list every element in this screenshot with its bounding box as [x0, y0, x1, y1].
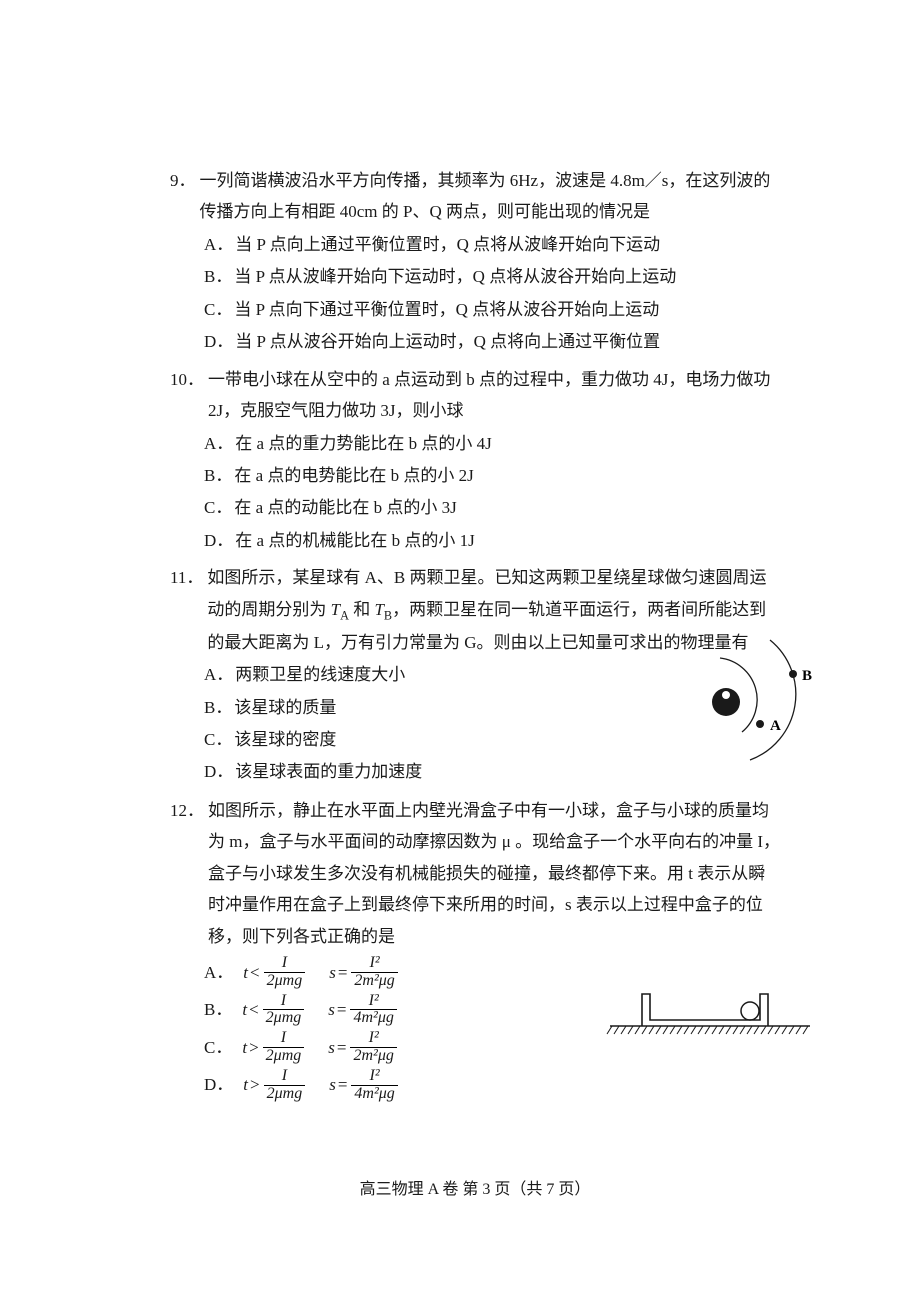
question-12: 12． 如图所示，静止在水平面上内壁光滑盒子中有一小球，盒子与小球的质量均为 m…: [170, 795, 780, 1106]
option-b: B． 当 P 点从波峰开始向下运动时，Q 点将从波谷开始向上运动: [204, 261, 780, 292]
option-label: C．: [204, 1032, 242, 1063]
option-label: B．: [204, 460, 234, 491]
option-text: 当 P 点从波峰开始向下运动时，Q 点将从波谷开始向上运动: [234, 261, 780, 292]
question-10-options: A． 在 a 点的重力势能比在 b 点的小 4J B． 在 a 点的电势能比在 …: [170, 428, 780, 557]
option-label: B．: [204, 261, 234, 292]
option-text: 当 P 点向下通过平衡位置时，Q 点将从波谷开始向上运动: [234, 294, 780, 325]
sub-B: B: [384, 608, 392, 622]
question-number: 9．: [170, 165, 200, 228]
stem-part: 和: [349, 600, 375, 619]
s-expression: s=I²2m²μg: [329, 955, 400, 990]
question-11: 11． 如图所示，某星球有 A、B 两颗卫星。已知这两颗卫星绕星球做匀速圆周运动…: [170, 562, 780, 789]
s-expression: s=I²4m²μg: [329, 1068, 400, 1103]
option-text: 当 P 点向上通过平衡位置时，Q 点将从波峰开始向下运动: [235, 229, 780, 260]
option-b: B． 在 a 点的电势能比在 b 点的小 2J: [204, 460, 780, 491]
t-expression: t>I2μmg: [242, 1030, 306, 1065]
option-label: A．: [204, 229, 235, 260]
option-label: D．: [204, 756, 235, 787]
option-text: 该星球的密度: [234, 724, 680, 755]
option-b: B． 该星球的质量: [204, 692, 680, 723]
question-text: 一带电小球在从空中的 a 点运动到 b 点的过程中，重力做功 4J，电场力做功 …: [208, 364, 780, 427]
option: A．t<I2μmg s=I²2m²μg: [204, 955, 600, 990]
option-text: 当 P 点从波谷开始向上运动时，Q 点将向上通过平衡位置: [235, 326, 780, 357]
exam-page: 9． 一列简谐横波沿水平方向传播，其频率为 6Hz，波速是 4.8m／s，在这列…: [0, 0, 920, 1265]
option-d: D． 在 a 点的机械能比在 b 点的小 1J: [204, 525, 780, 556]
option: B．t<I2μmg s=I²4m²μg: [204, 993, 600, 1028]
option-label: B．: [204, 994, 242, 1025]
option-text: 该星球的质量: [234, 692, 680, 723]
option-text: 在 a 点的机械能比在 b 点的小 1J: [235, 525, 780, 556]
option-label: C．: [204, 724, 234, 755]
var-T: T: [331, 600, 340, 619]
page-footer: 高三物理 A 卷 第 3 页（共 7 页）: [170, 1175, 780, 1205]
var-T: T: [374, 600, 383, 619]
s-expression: s=I²4m²μg: [328, 993, 399, 1028]
t-expression: t<I2μmg: [242, 993, 306, 1028]
option-text: 两颗卫星的线速度大小: [235, 659, 680, 690]
option-label: D．: [204, 1069, 243, 1100]
option: D．t>I2μmg s=I²4m²μg: [204, 1068, 600, 1103]
question-number: 10．: [170, 364, 208, 427]
s-expression: s=I²2m²μg: [328, 1030, 399, 1065]
option: C．t>I2μmg s=I²2m²μg: [204, 1030, 600, 1065]
t-expression: t<I2μmg: [243, 955, 307, 990]
option-c: C． 当 P 点向下通过平衡位置时，Q 点将从波谷开始向上运动: [204, 294, 780, 325]
question-9-stem: 9． 一列简谐横波沿水平方向传播，其频率为 6Hz，波速是 4.8m／s，在这列…: [170, 165, 780, 228]
box-ball-diagram-icon: [600, 980, 820, 1050]
question-11-options: A． 两颗卫星的线速度大小 B． 该星球的质量 C． 该星球的密度 D． 该星球…: [170, 658, 680, 789]
option-label: D．: [204, 525, 235, 556]
sub-A: A: [340, 608, 349, 622]
question-9: 9． 一列简谐横波沿水平方向传播，其频率为 6Hz，波速是 4.8m／s，在这列…: [170, 165, 780, 358]
option-label: B．: [204, 692, 234, 723]
option-a: A． 两颗卫星的线速度大小: [204, 659, 680, 690]
option-label: A．: [204, 659, 235, 690]
option-d: D． 当 P 点从波谷开始向上运动时，Q 点将向上通过平衡位置: [204, 326, 780, 357]
question-10: 10． 一带电小球在从空中的 a 点运动到 b 点的过程中，重力做功 4J，电场…: [170, 364, 780, 557]
option-a: A． 在 a 点的重力势能比在 b 点的小 4J: [204, 428, 780, 459]
t-expression: t>I2μmg: [243, 1068, 307, 1103]
option-d: D． 该星球表面的重力加速度: [204, 756, 680, 787]
label-A: A: [770, 718, 781, 734]
option-text: 在 a 点的重力势能比在 b 点的小 4J: [235, 428, 780, 459]
question-10-stem: 10． 一带电小球在从空中的 a 点运动到 b 点的过程中，重力做功 4J，电场…: [170, 364, 780, 427]
option-a: A． 当 P 点向上通过平衡位置时，Q 点将从波峰开始向下运动: [204, 229, 780, 260]
question-text: 如图所示，静止在水平面上内壁光滑盒子中有一小球，盒子与小球的质量均为 m，盒子与…: [208, 795, 780, 952]
question-9-options: A． 当 P 点向上通过平衡位置时，Q 点将从波峰开始向下运动 B． 当 P 点…: [170, 229, 780, 358]
option-text: 在 a 点的电势能比在 b 点的小 2J: [234, 460, 780, 491]
option-text: 在 a 点的动能比在 b 点的小 3J: [234, 492, 780, 523]
option-text: 该星球表面的重力加速度: [235, 756, 680, 787]
option-label: C．: [204, 294, 234, 325]
question-number: 12．: [170, 795, 208, 952]
question-12-stem: 12． 如图所示，静止在水平面上内壁光滑盒子中有一小球，盒子与小球的质量均为 m…: [170, 795, 780, 952]
question-12-options: A．t<I2μmgs=I²2m²μgB．t<I2μmgs=I²4m²μgC．t>…: [170, 952, 600, 1105]
option-label: C．: [204, 492, 234, 523]
question-text: 一列简谐横波沿水平方向传播，其频率为 6Hz，波速是 4.8m／s，在这列波的传…: [200, 165, 781, 228]
option-label: A．: [204, 957, 243, 988]
option-c: C． 在 a 点的动能比在 b 点的小 3J: [204, 492, 780, 523]
option-label: D．: [204, 326, 235, 357]
option-c: C． 该星球的密度: [204, 724, 680, 755]
option-label: A．: [204, 428, 235, 459]
label-B: B: [802, 668, 812, 684]
orbit-diagram-icon: A B: [680, 630, 820, 770]
question-number: 11．: [170, 562, 207, 658]
